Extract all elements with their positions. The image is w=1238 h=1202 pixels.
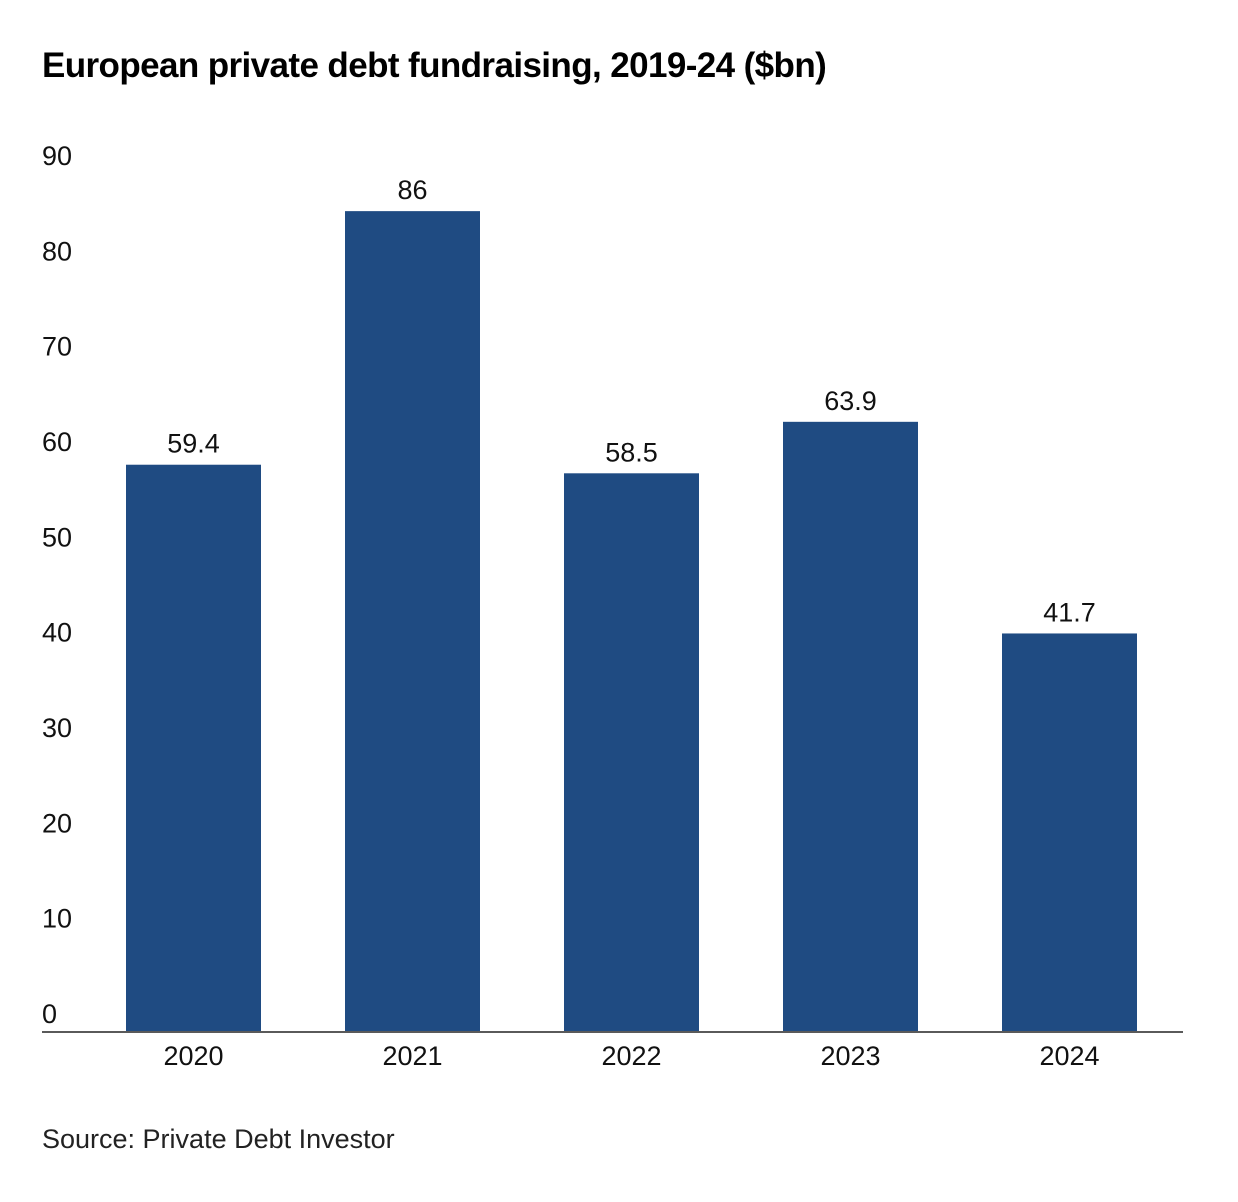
y-tick-label: 60 [42,427,72,457]
bar-2023 [783,421,918,1031]
bars [126,211,1137,1032]
data-label: 63.9 [824,386,877,416]
y-tick-label: 70 [42,332,72,362]
bar-2020 [126,464,261,1032]
x-tick-label: 2021 [382,1041,442,1071]
data-label: 86 [397,175,427,205]
y-tick-label: 40 [42,618,72,648]
chart-title: European private debt fundraising, 2019-… [42,46,827,85]
y-axis-ticks: 0 10 20 30 40 50 60 70 80 90 [42,141,72,1029]
x-tick-label: 2020 [163,1041,223,1071]
x-tick-label: 2024 [1039,1041,1099,1071]
data-label: 59.4 [167,429,220,459]
x-tick-label: 2023 [820,1041,880,1071]
data-labels: 59.4 86 58.5 63.9 41.7 [167,175,1096,627]
y-tick-label: 20 [42,808,72,838]
bar-2021 [345,211,480,1032]
y-tick-label: 50 [42,522,72,552]
source-note: Source: Private Debt Investor [42,1124,395,1154]
data-label: 41.7 [1043,597,1096,627]
y-tick-label: 90 [42,141,72,171]
bar-2024 [1002,633,1137,1031]
bar-2022 [564,473,699,1031]
y-tick-label: 0 [42,999,57,1029]
x-axis-ticks: 2020 2021 2022 2023 2024 [163,1041,1099,1071]
data-label: 58.5 [605,437,658,467]
y-tick-label: 10 [42,904,72,934]
x-tick-label: 2022 [601,1041,661,1071]
y-tick-label: 30 [42,713,72,743]
y-tick-label: 80 [42,236,72,266]
